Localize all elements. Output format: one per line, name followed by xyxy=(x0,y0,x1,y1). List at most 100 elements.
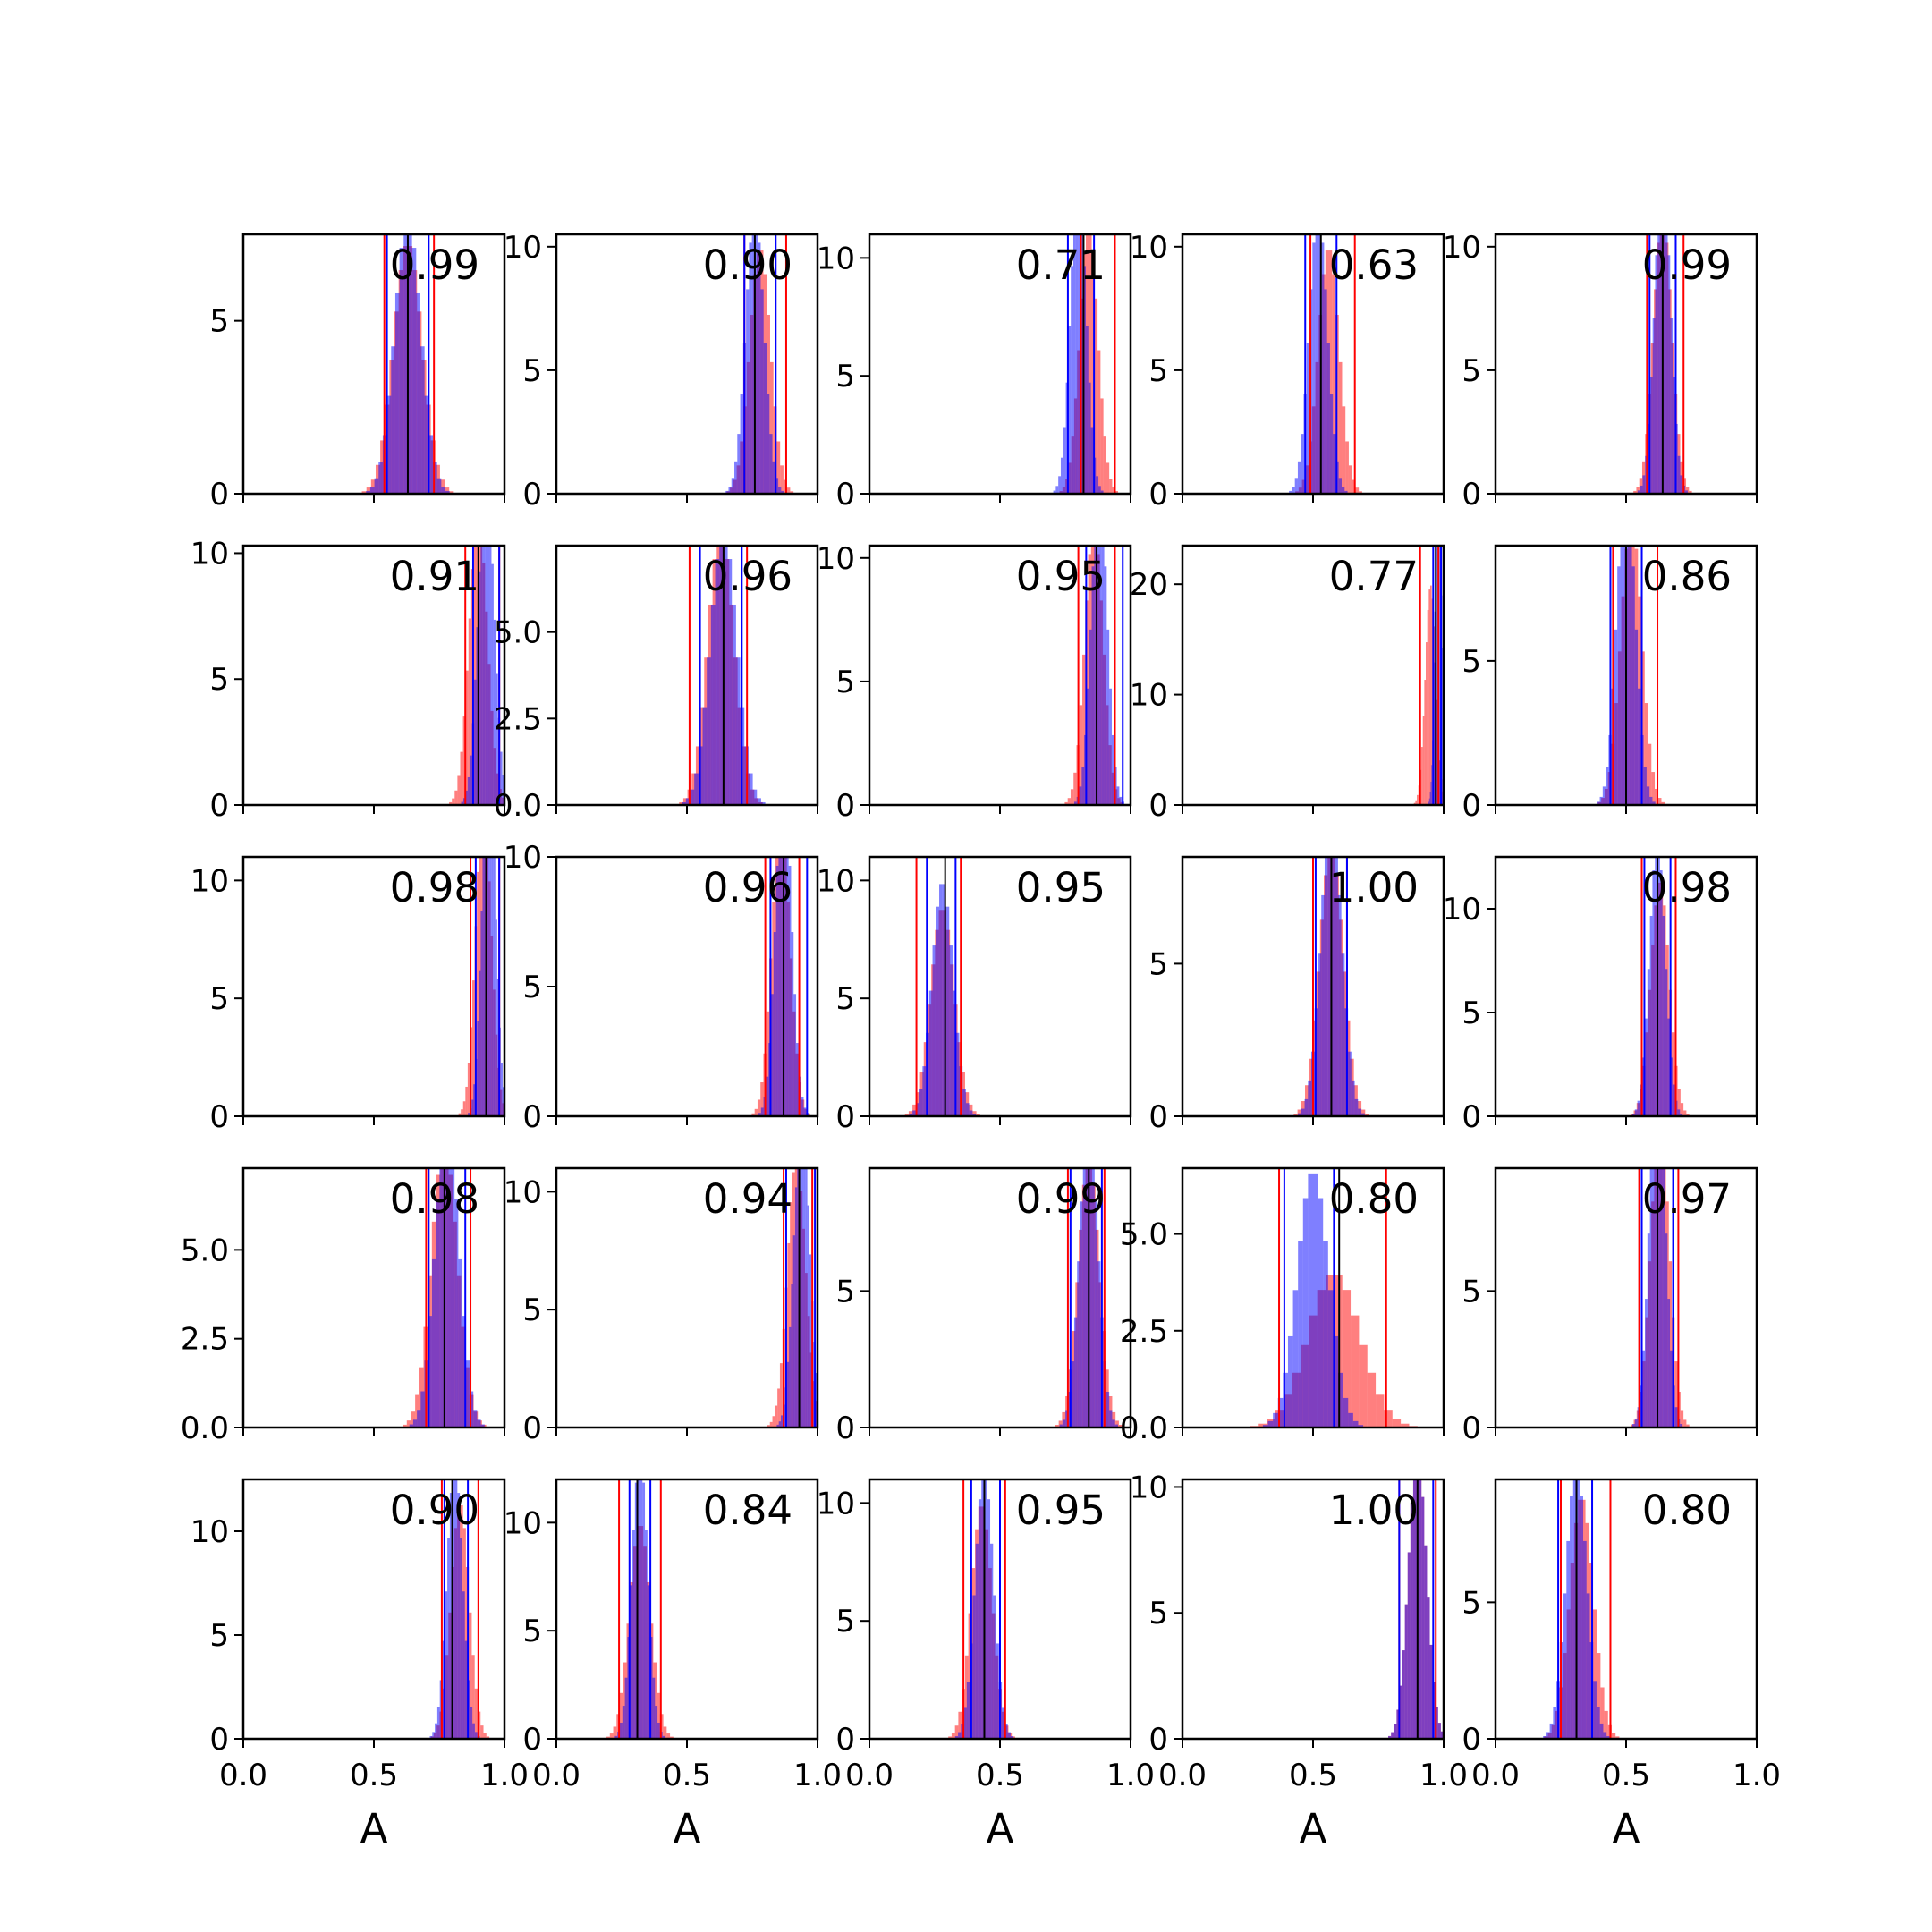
panel-annotation: 0.96 xyxy=(703,553,792,600)
blue-histogram-bar xyxy=(1331,857,1335,1116)
blue-histogram-bar xyxy=(1677,455,1681,494)
panel-annotation: 0.71 xyxy=(1016,242,1106,289)
blue-histogram-bar xyxy=(1111,734,1114,805)
blue-histogram-bar xyxy=(1394,1724,1397,1739)
blue-histogram-bar xyxy=(1059,1424,1063,1428)
red-histogram-bar xyxy=(406,1420,411,1428)
blue-histogram-bar xyxy=(942,884,946,1116)
blue-histogram-bar xyxy=(655,1706,658,1739)
y-tick-label: 0 xyxy=(835,788,855,824)
plot-area xyxy=(1289,234,1362,494)
y-tick-label: 5 xyxy=(835,1604,855,1640)
blue-histogram-bar xyxy=(1094,1201,1098,1428)
red-histogram-bar xyxy=(474,1688,478,1739)
blue-histogram-bar xyxy=(632,1530,635,1739)
plot-area xyxy=(1055,1168,1123,1428)
y-tick-label: 0.0 xyxy=(181,1411,229,1446)
blue-histogram-bar xyxy=(1267,1420,1274,1428)
blue-histogram-bar xyxy=(461,801,463,805)
red-histogram-bar xyxy=(465,670,469,805)
y-tick-label: 0 xyxy=(835,1722,855,1758)
red-histogram-bar xyxy=(1683,1419,1687,1428)
blue-histogram-bar xyxy=(409,1424,413,1428)
blue-histogram-bar xyxy=(428,435,433,494)
red-histogram-bar xyxy=(1115,1420,1119,1428)
blue-histogram-bar xyxy=(1302,1198,1309,1428)
blue-histogram-bar xyxy=(476,627,479,805)
panel-3-4: 1.00 0 5 xyxy=(1148,855,1445,1135)
blue-histogram-bar xyxy=(784,857,786,1116)
blue-histogram-bar xyxy=(1002,1707,1005,1739)
y-tick-label: 0.0 xyxy=(1120,1411,1168,1446)
blue-histogram-bar xyxy=(972,1114,977,1116)
blue-histogram-bar xyxy=(801,1097,804,1116)
blue-histogram-bar xyxy=(707,657,711,805)
blue-histogram-bar xyxy=(1100,490,1104,494)
blue-histogram-bar xyxy=(963,1707,967,1739)
blue-histogram-bar xyxy=(614,1735,618,1739)
y-tick-label: 5 xyxy=(835,1274,855,1309)
blue-histogram-bar xyxy=(1680,1113,1683,1116)
red-histogram-bar xyxy=(1417,794,1419,805)
blue-histogram-bar xyxy=(757,798,761,805)
panel-annotation: 0.98 xyxy=(390,864,479,911)
y-tick-label: 5 xyxy=(1462,996,1481,1031)
blue-histogram-bar xyxy=(1680,1424,1683,1428)
blue-histogram-bar xyxy=(1566,1540,1571,1739)
blue-histogram-bar xyxy=(1348,1051,1352,1116)
y-tick-label: 0.0 xyxy=(494,788,542,824)
red-histogram-bar xyxy=(1055,1425,1059,1428)
blue-histogram-bar xyxy=(735,657,741,805)
red-histogram-bar xyxy=(469,1612,472,1739)
blue-histogram-bar xyxy=(1606,767,1609,805)
blue-histogram-bar xyxy=(1065,1410,1069,1428)
panel-annotation: 0.94 xyxy=(703,1175,792,1223)
blue-histogram-bar xyxy=(1094,546,1097,805)
red-histogram-bar xyxy=(1106,462,1110,494)
blue-histogram-bar xyxy=(640,1479,643,1739)
blue-histogram-bar xyxy=(791,932,794,1116)
blue-histogram-bar xyxy=(457,1493,461,1739)
blue-histogram-bar xyxy=(1342,487,1345,494)
blue-histogram-bar xyxy=(1101,546,1105,805)
red-histogram-bar xyxy=(1424,680,1427,805)
y-tick-label: 5 xyxy=(1462,1274,1481,1309)
red-histogram-bar xyxy=(366,487,371,494)
y-tick-label: 0 xyxy=(835,1411,855,1446)
blue-histogram-bar xyxy=(429,1735,433,1739)
panel-2-5: 0.86 0 5 xyxy=(1462,544,1758,824)
x-tick-label: 0.5 xyxy=(350,1758,398,1793)
red-histogram-bar xyxy=(1328,250,1333,494)
blue-histogram-bar xyxy=(1629,546,1632,805)
blue-histogram-bar xyxy=(445,490,450,494)
blue-histogram-bar xyxy=(1649,1168,1653,1428)
red-histogram-bar xyxy=(1418,785,1420,805)
panel-3-2: 0.96 0 5 10 xyxy=(504,840,819,1135)
red-histogram-bar xyxy=(613,1726,617,1739)
blue-histogram-bar xyxy=(1060,457,1063,494)
blue-histogram-bar xyxy=(797,1168,800,1428)
blue-histogram-bar xyxy=(1283,1372,1288,1428)
blue-histogram-bar xyxy=(634,1482,638,1739)
blue-histogram-bar xyxy=(932,945,936,1116)
blue-histogram-bar xyxy=(417,1410,421,1428)
blue-histogram-bar xyxy=(1341,953,1345,1116)
y-tick-label: 5.0 xyxy=(181,1233,229,1268)
blue-histogram-bar xyxy=(1620,546,1623,805)
blue-histogram-bar xyxy=(1673,377,1675,494)
blue-histogram-bar xyxy=(622,1706,625,1739)
red-histogram-bar xyxy=(1338,361,1343,494)
y-tick-label: 10 xyxy=(504,230,542,266)
blue-histogram-bar xyxy=(1655,857,1658,1116)
blue-histogram-bar xyxy=(482,857,485,1116)
blue-histogram-bar xyxy=(778,857,782,1116)
y-tick-label: 0 xyxy=(209,1722,229,1758)
panel-annotation: 0.99 xyxy=(1016,1175,1106,1223)
blue-histogram-bar xyxy=(1603,1732,1607,1739)
blue-histogram-bar xyxy=(1632,1113,1635,1116)
red-histogram-bar xyxy=(1118,1425,1123,1428)
blue-histogram-bar xyxy=(1091,566,1095,805)
blue-histogram-bar xyxy=(758,1113,761,1116)
plot-area xyxy=(606,1479,674,1739)
blue-histogram-bar xyxy=(781,1415,784,1428)
